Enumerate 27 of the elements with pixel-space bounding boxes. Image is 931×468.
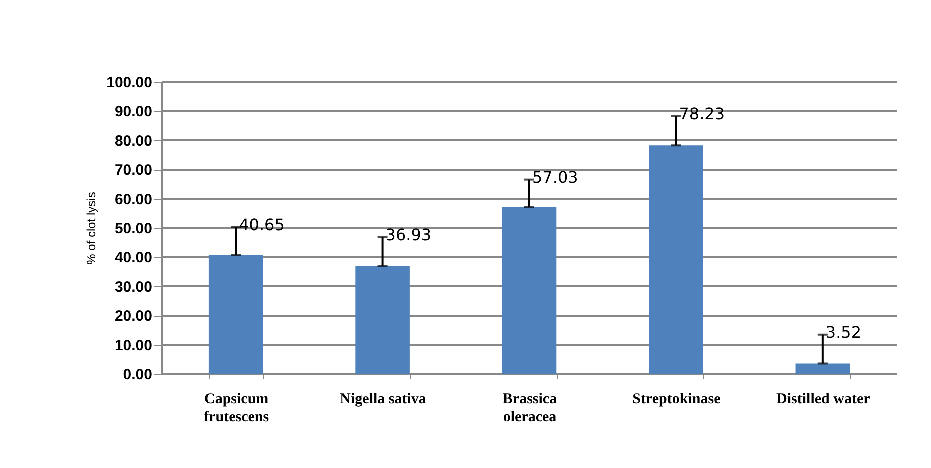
x-tick-label: Nigella sativa — [340, 392, 427, 408]
y-tick-label: 0.00 — [123, 366, 152, 384]
y-tick-label: 50.00 — [114, 220, 152, 238]
bar — [796, 364, 850, 374]
y-tick-label: 90.00 — [114, 104, 152, 121]
y-tick-label: 70.00 — [114, 162, 152, 180]
x-tick-label: Capsicum frutescens — [204, 392, 270, 426]
y-tick-label: 100.00 — [106, 74, 152, 92]
x-tick-label: Brassica oleracea — [502, 392, 558, 426]
y-axis-title: % of clot lysis — [84, 192, 99, 265]
bar — [502, 207, 557, 374]
x-tick-label: Streptokinase — [632, 392, 722, 408]
y-tick-label: 60.00 — [114, 191, 152, 208]
y-tick-label: 20.00 — [114, 308, 152, 326]
data-label: 36.93 — [386, 225, 432, 244]
bar — [649, 146, 704, 374]
data-label: 40.65 — [239, 215, 285, 234]
data-label: 78.23 — [679, 104, 726, 124]
bar — [356, 266, 410, 374]
data-label: 57.03 — [532, 168, 578, 187]
y-tick-label: 30.00 — [114, 278, 152, 296]
data-label: 3.52 — [826, 322, 862, 342]
y-tick-label: 10.00 — [114, 337, 152, 354]
y-tick-label: 80.00 — [114, 132, 152, 150]
bar — [208, 255, 264, 374]
x-tick-label: Distilled water — [776, 392, 871, 408]
y-tick-label: 40.00 — [114, 250, 152, 267]
